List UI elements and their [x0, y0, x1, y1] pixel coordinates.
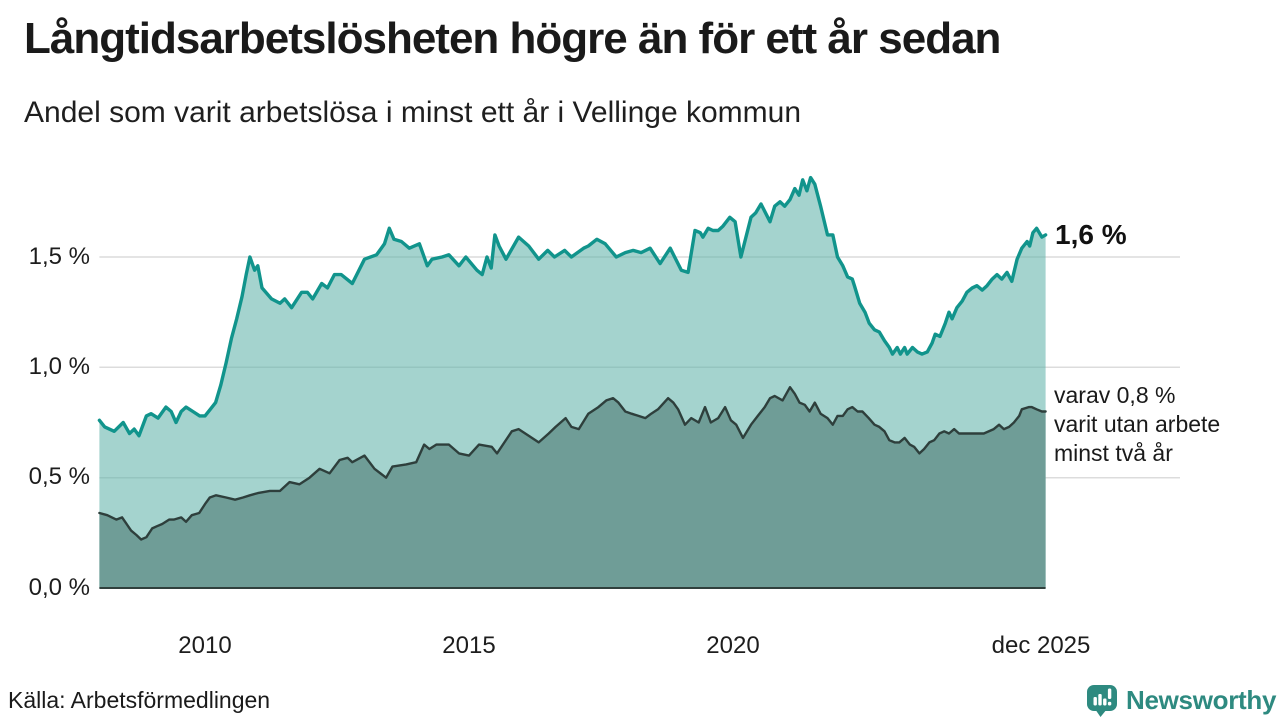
- line-two-year: [98, 386, 1047, 541]
- area-two-year: [99, 387, 1046, 588]
- newsworthy-bubble-chart-icon: [1087, 685, 1117, 717]
- logo-wordmark: Newsworthy: [1126, 684, 1277, 715]
- x-tick-2020: 2020: [706, 632, 760, 659]
- line-one-year: [97, 175, 1048, 438]
- annotation-line-3: minst två år: [1054, 440, 1173, 466]
- annotation-line-1: varav 0,8 %: [1054, 382, 1176, 408]
- page-title: Långtidsarbetslösheten högre än för ett …: [24, 14, 1001, 63]
- annotation-line-2: varit utan arbete: [1054, 411, 1221, 437]
- source-credit: Källa: Arbetsförmedlingen: [8, 687, 271, 713]
- x-tick-dec-2025: dec 2025: [991, 632, 1091, 659]
- x-tick-2015: 2015: [442, 632, 496, 659]
- two-year-annotation: varav 0,8 % varit utan arbete minst två …: [1054, 381, 1220, 468]
- end-value-label: 1,6 %: [1055, 219, 1127, 250]
- page-subtitle: Andel som varit arbetslösa i minst ett å…: [24, 96, 801, 129]
- y-tick-1-0: 1,0 %: [28, 353, 90, 380]
- newsworthy-logo: Newsworthy: [1085, 683, 1276, 717]
- x-tick-2010: 2010: [178, 632, 232, 659]
- y-tick-0-5: 0,5 %: [28, 463, 90, 490]
- y-tick-0-0: 0,0 %: [28, 574, 90, 601]
- y-tick-1-5: 1,5 %: [28, 243, 90, 270]
